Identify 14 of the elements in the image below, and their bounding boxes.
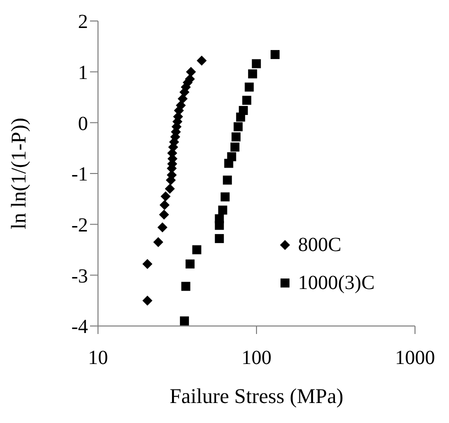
y-tick-label: 1	[78, 62, 88, 84]
x-tick-label: 100	[242, 347, 272, 370]
legend-label: 1000(3)C	[298, 272, 375, 294]
y-tick-label: 0	[78, 112, 88, 135]
y-tick-label: -4	[71, 316, 88, 338]
y-axis-title: ln ln(1/(1-P))	[6, 118, 30, 230]
y-tick-label: -3	[71, 265, 88, 288]
x-tick-label: 1000	[395, 347, 435, 370]
y-tick-label: 2	[78, 11, 88, 34]
legend-label: 800C	[298, 234, 342, 256]
y-tick-label: -1	[71, 164, 88, 186]
x-tick-label: 10	[88, 347, 108, 370]
y-tick-label: -2	[71, 214, 88, 236]
x-axis-title: Failure Stress (MPa)	[170, 384, 344, 408]
